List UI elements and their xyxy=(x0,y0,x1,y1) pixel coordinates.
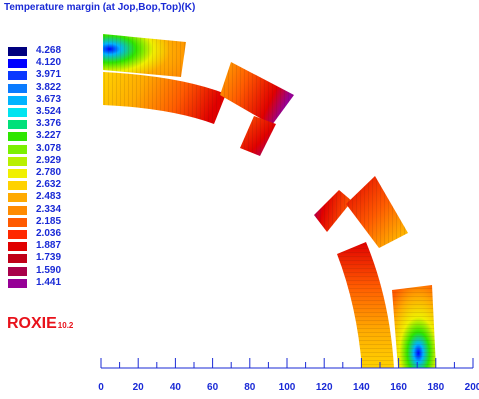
legend-value: 3.822 xyxy=(36,81,62,93)
coil-block-lower-e xyxy=(314,190,352,232)
legend-swatch xyxy=(8,217,27,227)
legend-swatch xyxy=(8,83,27,93)
legend-row: 3.971 xyxy=(8,69,128,82)
legend-swatch xyxy=(8,59,27,69)
legend-row: 4.120 xyxy=(8,57,128,70)
axis-tick-label: 140 xyxy=(353,382,370,393)
legend-row: 3.524 xyxy=(8,106,128,119)
legend-swatch xyxy=(8,266,27,276)
legend-swatch xyxy=(8,108,27,117)
legend-row: 2.483 xyxy=(8,191,128,204)
legend-row: 3.078 xyxy=(8,142,128,156)
legend-row: 2.334 xyxy=(8,203,128,217)
legend-value: 2.780 xyxy=(36,167,62,178)
coil-block-upper-c xyxy=(220,62,294,125)
legend-value: 2.334 xyxy=(36,203,62,215)
legend-row: 4.268 xyxy=(8,45,128,58)
legend-swatch xyxy=(8,169,27,178)
legend-value: 3.524 xyxy=(36,106,62,117)
legend-swatch xyxy=(8,205,27,215)
legend-value: 1.887 xyxy=(36,240,62,252)
legend-swatch xyxy=(8,193,27,203)
legend-value: 1.739 xyxy=(36,252,62,264)
roxie-logo: ROXIE10.2 xyxy=(7,315,73,333)
legend-row: 3.822 xyxy=(8,81,128,95)
legend-value: 2.036 xyxy=(36,228,62,239)
legend-row: 2.929 xyxy=(8,154,128,168)
axis-tick-label: 100 xyxy=(279,382,296,393)
legend-swatch xyxy=(8,242,27,252)
legend-swatch xyxy=(8,278,27,288)
axis-tick-label: 80 xyxy=(244,382,256,393)
legend-swatch xyxy=(8,254,27,264)
legend-swatch xyxy=(8,156,27,166)
legend-row: 1.887 xyxy=(8,240,128,253)
legend-row: 3.673 xyxy=(8,93,128,107)
legend-value: 1.590 xyxy=(36,264,62,276)
legend-value: 3.971 xyxy=(36,69,62,81)
axis-tick-label: 160 xyxy=(390,382,407,393)
legend-value: 4.268 xyxy=(36,45,62,56)
logo-text: ROXIE xyxy=(7,315,57,332)
axis-tick-label: 20 xyxy=(133,382,145,393)
legend-value: 3.227 xyxy=(36,130,62,142)
legend-value: 3.078 xyxy=(36,142,62,154)
legend-value: 4.120 xyxy=(36,57,62,69)
legend-swatch xyxy=(8,181,27,191)
legend-value: 3.673 xyxy=(36,93,62,105)
legend-swatch xyxy=(8,71,27,81)
legend-row: 1.739 xyxy=(8,252,128,265)
legend-value: 2.483 xyxy=(36,191,62,203)
legend-value: 2.929 xyxy=(36,154,62,166)
legend-value: 1.441 xyxy=(36,276,62,288)
legend-swatch xyxy=(8,132,27,142)
coil-block-lower-h xyxy=(392,285,436,368)
legend-row: 2.036 xyxy=(8,228,128,241)
axis-tick-label: 0 xyxy=(98,382,104,393)
coil-block-upper-a xyxy=(103,34,186,77)
legend-row: 3.227 xyxy=(8,130,128,143)
legend-value: 2.185 xyxy=(36,215,62,227)
coil-block-lower-g xyxy=(337,242,394,368)
legend-swatch xyxy=(8,120,27,130)
legend-row: 2.185 xyxy=(8,215,128,229)
legend-row: 1.441 xyxy=(8,276,128,290)
axis-tick-label: 120 xyxy=(316,382,333,393)
legend-value: 3.376 xyxy=(36,118,62,130)
legend-swatch xyxy=(8,95,27,105)
legend-swatch xyxy=(8,47,27,56)
coil-block-upper-d xyxy=(240,116,276,156)
legend-value: 2.632 xyxy=(36,179,62,191)
logo-version: 10.2 xyxy=(57,321,74,330)
legend-swatch xyxy=(8,230,27,239)
legend-row: 2.632 xyxy=(8,179,128,192)
axis-tick-label: 200 xyxy=(465,382,479,393)
plot-title: Temperature margin (at Jop,Bop,Top)(K) xyxy=(4,2,196,13)
x-axis: 0 20 40 60 80 100 120 140 160 180 200 xyxy=(98,358,479,393)
axis-tick-label: 180 xyxy=(427,382,444,393)
coil-block-upper-b xyxy=(103,72,226,124)
legend-row: 1.590 xyxy=(8,264,128,278)
legend-swatch xyxy=(8,144,27,154)
coil-block-lower-f xyxy=(346,176,408,248)
axis-tick-label: 40 xyxy=(170,382,182,393)
axis-tick-label: 60 xyxy=(207,382,219,393)
legend-row: 2.780 xyxy=(8,167,128,180)
legend-row: 3.376 xyxy=(8,118,128,131)
